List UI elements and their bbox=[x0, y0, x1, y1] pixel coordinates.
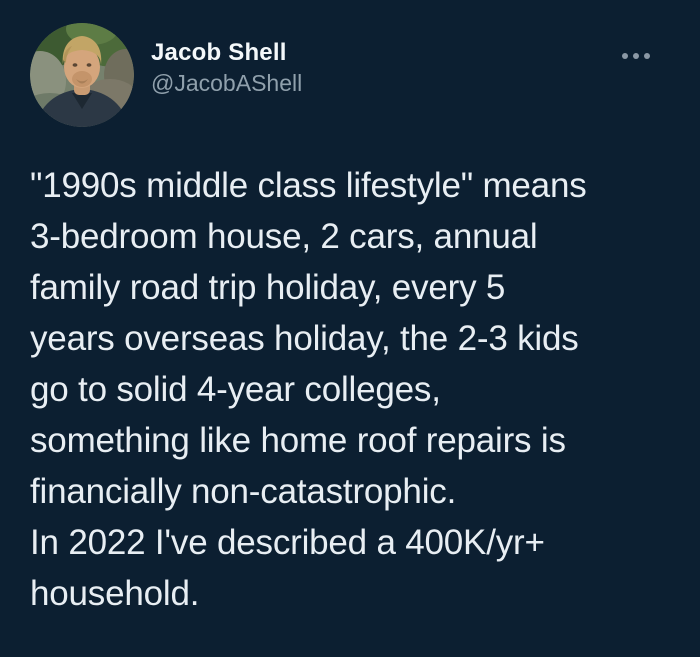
avatar-image bbox=[30, 23, 134, 127]
tweet-text: "1990s middle class lifestyle" means 3-b… bbox=[30, 160, 670, 619]
more-dot bbox=[622, 53, 628, 59]
author-name[interactable]: Jacob Shell bbox=[151, 39, 287, 66]
tweet-text-line: "1990s middle class lifestyle" means bbox=[30, 166, 587, 205]
tweet-text-line: years overseas holiday, the 2-3 kids bbox=[30, 319, 579, 358]
tweet-text-line: go to solid 4-year colleges, bbox=[30, 370, 441, 409]
author-info: Jacob Shell @JacobAShell bbox=[151, 37, 302, 98]
more-options-icon[interactable] bbox=[616, 47, 656, 65]
tweet-text-line: In 2022 I've described a 400K/yr+ bbox=[30, 523, 545, 562]
tweet-text-line: something like home roof repairs is bbox=[30, 421, 566, 460]
more-dot bbox=[633, 53, 639, 59]
avatar[interactable] bbox=[30, 23, 134, 127]
tweet-text-line: family road trip holiday, every 5 bbox=[30, 268, 506, 307]
author-handle[interactable]: @JacobAShell bbox=[151, 70, 303, 96]
more-dot bbox=[644, 53, 650, 59]
tweet-text-line: household. bbox=[30, 574, 200, 613]
tweet-text-line: 3-bedroom house, 2 cars, annual bbox=[30, 217, 538, 256]
tweet-text-line: financially non-catastrophic. bbox=[30, 472, 457, 511]
tweet-header: Jacob Shell @JacobAShell bbox=[30, 23, 670, 127]
